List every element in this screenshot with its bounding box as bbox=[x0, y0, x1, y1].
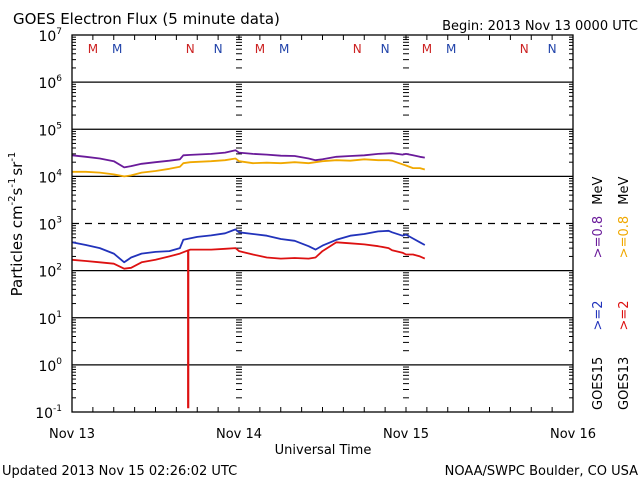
mn-marker: N bbox=[381, 42, 390, 56]
y-tick-label: 105 bbox=[38, 121, 62, 139]
y-tick-exp: 7 bbox=[56, 27, 62, 37]
mn-marker: N bbox=[214, 42, 223, 56]
y-tick-exp: 0 bbox=[56, 357, 62, 367]
x-axis-label: Universal Time bbox=[275, 443, 372, 458]
y-tick-label: 103 bbox=[38, 216, 62, 234]
y-tick-exp: 5 bbox=[56, 121, 62, 131]
y-tick-label: 100 bbox=[38, 357, 62, 375]
y-tick-base: 10 bbox=[38, 218, 56, 234]
legend-goes15-label: GOES15 bbox=[591, 357, 606, 410]
series-line bbox=[72, 157, 426, 178]
legend-goes15-unit: MeV bbox=[591, 177, 606, 205]
mn-marker: M bbox=[255, 42, 265, 56]
legend-goes13-label: GOES13 bbox=[617, 357, 632, 410]
legend-goes13-unit: MeV bbox=[617, 177, 632, 205]
y-tick-exp: 1 bbox=[56, 310, 62, 320]
axis-ticks bbox=[72, 35, 573, 412]
credit-text: NOAA/SWPC Boulder, CO USA bbox=[445, 464, 638, 479]
day-divider-ticks bbox=[236, 36, 409, 399]
y-tick-base: 10 bbox=[38, 29, 56, 45]
mn-marker: N bbox=[548, 42, 557, 56]
svg-text:GOES15 >=2 >=0: GOES15 >=2 >=0.8 MeV bbox=[591, 177, 606, 410]
y-tick-label: 10-1 bbox=[35, 404, 62, 422]
y-tick-base: 10 bbox=[38, 123, 56, 139]
y-axis-label-exp2: -1 bbox=[7, 178, 18, 188]
y-tick-base: 10 bbox=[38, 170, 56, 186]
mn-marker: M bbox=[279, 42, 289, 56]
mn-marker: M bbox=[88, 42, 98, 56]
data-series bbox=[71, 149, 426, 409]
y-tick-base: 10 bbox=[38, 265, 56, 281]
legend-goes15-2mev: >=2 bbox=[591, 300, 606, 330]
svg-text:Particles cm-2s-1sr-1: Particles cm-2s-1sr-1 bbox=[7, 152, 26, 297]
y-tick-exp: 4 bbox=[56, 168, 62, 178]
y-tick-label: 107 bbox=[38, 27, 62, 45]
chart-title: GOES Electron Flux (5 minute data) bbox=[13, 10, 280, 28]
series-line bbox=[71, 149, 425, 169]
x-tick-label: Nov 13 bbox=[49, 427, 95, 442]
y-tick-exp: -1 bbox=[53, 404, 62, 414]
y-axis-label-base: Particles cm bbox=[8, 205, 26, 296]
y-tick-base: 10 bbox=[38, 359, 56, 375]
legend-goes13-08mev: >=0.8 bbox=[617, 216, 632, 258]
updated-timestamp: Updated 2013 Nov 15 02:26:02 UTC bbox=[2, 464, 237, 479]
legend-goes13-2mev: >=2 bbox=[617, 300, 632, 330]
mn-marker: M bbox=[446, 42, 456, 56]
mn-marker: M bbox=[422, 42, 432, 56]
y-tick-base: 10 bbox=[35, 406, 53, 422]
x-tick-label: Nov 15 bbox=[383, 427, 429, 442]
x-tick-label: Nov 16 bbox=[550, 427, 596, 442]
legend: GOES15 >=2 >=0.8 MeV GOES13 >=2 >=0.8 Me… bbox=[591, 177, 632, 410]
mn-marker: N bbox=[353, 42, 362, 56]
y-tick-base: 10 bbox=[38, 76, 56, 92]
y-axis-label-exp3: -1 bbox=[7, 152, 18, 162]
y-tick-label: 106 bbox=[38, 74, 62, 92]
y-tick-label: 104 bbox=[38, 168, 62, 186]
svg-text:GOES13 >=2 >=0: GOES13 >=2 >=0.8 MeV bbox=[617, 177, 632, 410]
y-tick-exp: 2 bbox=[56, 263, 62, 273]
y-tick-base: 10 bbox=[38, 312, 56, 328]
y-tick-label: 101 bbox=[38, 310, 62, 328]
series-line bbox=[71, 228, 426, 264]
plot-frame bbox=[71, 34, 574, 413]
y-tick-exp: 6 bbox=[56, 74, 62, 84]
y-axis-label-sr: sr bbox=[8, 161, 26, 176]
x-tick-labels: Nov 13 Nov 14 Nov 15 Nov 16 bbox=[49, 427, 596, 442]
y-tick-label: 102 bbox=[38, 263, 62, 281]
y-tick-exp: 3 bbox=[56, 216, 62, 226]
y-axis-label-exp1: -2 bbox=[7, 195, 18, 205]
begin-label: Begin: 2013 Nov 13 0000 UTC bbox=[442, 19, 638, 34]
gridlines bbox=[72, 81, 573, 366]
mn-marker: N bbox=[186, 42, 195, 56]
y-axis-label-s: s bbox=[8, 187, 26, 195]
series-line bbox=[71, 241, 426, 270]
mn-marker: N bbox=[520, 42, 529, 56]
y-axis-label: Particles cm-2s-1sr-1 bbox=[7, 152, 26, 297]
mn-marker: M bbox=[112, 42, 122, 56]
legend-goes15-08mev: >=0.8 bbox=[591, 216, 606, 258]
x-tick-label: Nov 14 bbox=[216, 427, 262, 442]
